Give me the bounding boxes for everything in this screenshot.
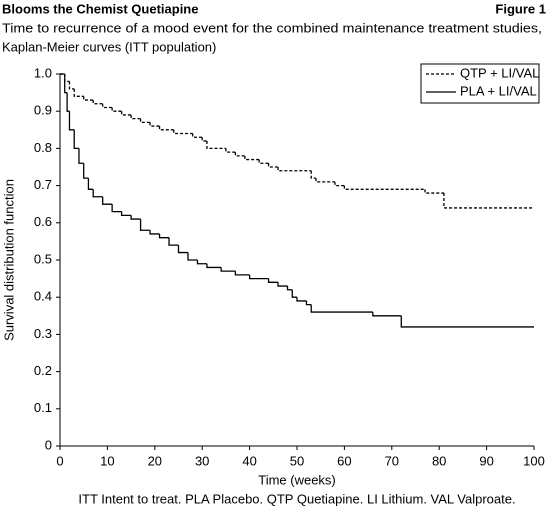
curve-step	[83, 163, 89, 179]
y-tick-label: 0	[45, 437, 52, 452]
curve-step	[310, 170, 316, 179]
curve-step	[139, 219, 151, 231]
curve-step	[234, 152, 245, 157]
y-tick-label: 0.6	[34, 214, 52, 229]
curve-step	[234, 271, 250, 276]
x-tick-label: 100	[523, 453, 545, 468]
legend-box	[420, 63, 540, 104]
curve-step	[177, 245, 188, 254]
legend-label: PLA + LI/VAL	[460, 83, 537, 98]
x-tick-label: 0	[56, 453, 63, 468]
curve-step	[87, 178, 94, 190]
y-tick-label: 0.9	[34, 103, 52, 118]
curve-step	[206, 263, 222, 269]
curve-step	[73, 129, 79, 150]
curve-step	[343, 185, 425, 190]
curve-step	[120, 111, 132, 116]
curve-step	[305, 300, 312, 306]
figure-label: Figure 1	[495, 1, 546, 16]
curve-step	[92, 100, 103, 105]
x-tick-label: 30	[195, 453, 209, 468]
y-tick-label: 0.1	[34, 400, 52, 415]
curve-step	[286, 286, 293, 291]
subtitle: Kaplan-Meier curves (ITT population)	[2, 39, 216, 54]
curve-step	[102, 196, 113, 205]
x-tick-label: 10	[100, 453, 114, 468]
x-tick-label: 20	[148, 453, 162, 468]
curve-step	[173, 129, 193, 135]
curve-step	[372, 312, 402, 317]
x-axis-label: Time (weeks)	[258, 472, 336, 487]
y-axis-label: Survival distribution function	[1, 179, 16, 341]
curve-step	[220, 267, 236, 272]
curve-step	[102, 103, 113, 109]
curve-step	[111, 204, 122, 213]
curve-step	[120, 211, 132, 217]
curve-step	[192, 133, 203, 138]
y-tick-label: 0.2	[34, 363, 52, 378]
x-tick-label: 90	[479, 453, 493, 468]
curve-step	[168, 237, 179, 246]
curve-step	[68, 111, 75, 131]
curve-step	[267, 278, 279, 283]
legend-label: QTP + LI/VAL	[460, 65, 539, 80]
y-tick-label: 0.5	[34, 251, 52, 266]
curve-step	[196, 260, 207, 265]
curve-step	[66, 92, 70, 112]
curve-step	[310, 304, 373, 313]
curve-step	[225, 148, 236, 153]
curve-step	[158, 126, 174, 131]
curve-step	[206, 140, 226, 150]
curve-step	[443, 193, 534, 209]
curve-step	[258, 159, 269, 164]
curve-step	[130, 215, 141, 220]
curve-step	[83, 96, 94, 101]
curve-step	[244, 155, 260, 161]
curve-step	[64, 74, 68, 94]
curve-step	[315, 178, 335, 183]
curve-step	[424, 189, 444, 194]
curve-step	[158, 233, 170, 239]
footnote: ITT Intent to treat. PLA Placebo. QTP Qu…	[78, 491, 515, 506]
x-tick-label: 40	[242, 453, 256, 468]
curve-step	[277, 167, 312, 172]
curve-step	[400, 315, 534, 328]
curve-step	[277, 282, 288, 287]
curve-step	[64, 74, 70, 83]
curve-step	[73, 88, 84, 97]
curve-step	[92, 189, 103, 198]
curve-step	[267, 163, 279, 168]
curve-step	[78, 148, 84, 164]
y-tick-label: 0.8	[34, 140, 52, 155]
x-tick-label: 80	[432, 453, 446, 468]
curve-step	[248, 274, 269, 280]
curve-step	[296, 297, 307, 302]
curve-step	[130, 114, 141, 120]
chart-title: Blooms the Chemist Quetiapine	[2, 1, 198, 16]
curve-step	[149, 122, 160, 127]
x-tick-label: 60	[337, 453, 351, 468]
curve-step	[149, 230, 160, 235]
curve-step	[291, 289, 297, 298]
y-tick-label: 0.4	[34, 289, 52, 304]
curve-step	[201, 137, 207, 142]
curve-step	[334, 181, 345, 187]
curve-step	[111, 107, 122, 112]
x-tick-label: 50	[290, 453, 304, 468]
y-tick-label: 0.3	[34, 326, 52, 341]
curve-step	[187, 252, 198, 261]
curve-step	[139, 118, 151, 124]
x-tick-label: 70	[385, 453, 399, 468]
y-tick-label: 1.0	[34, 65, 52, 80]
y-tick-label: 0.7	[34, 177, 52, 192]
subtitle: Time to recurrence of a mood event for t…	[2, 20, 542, 35]
curve-step	[68, 81, 75, 90]
